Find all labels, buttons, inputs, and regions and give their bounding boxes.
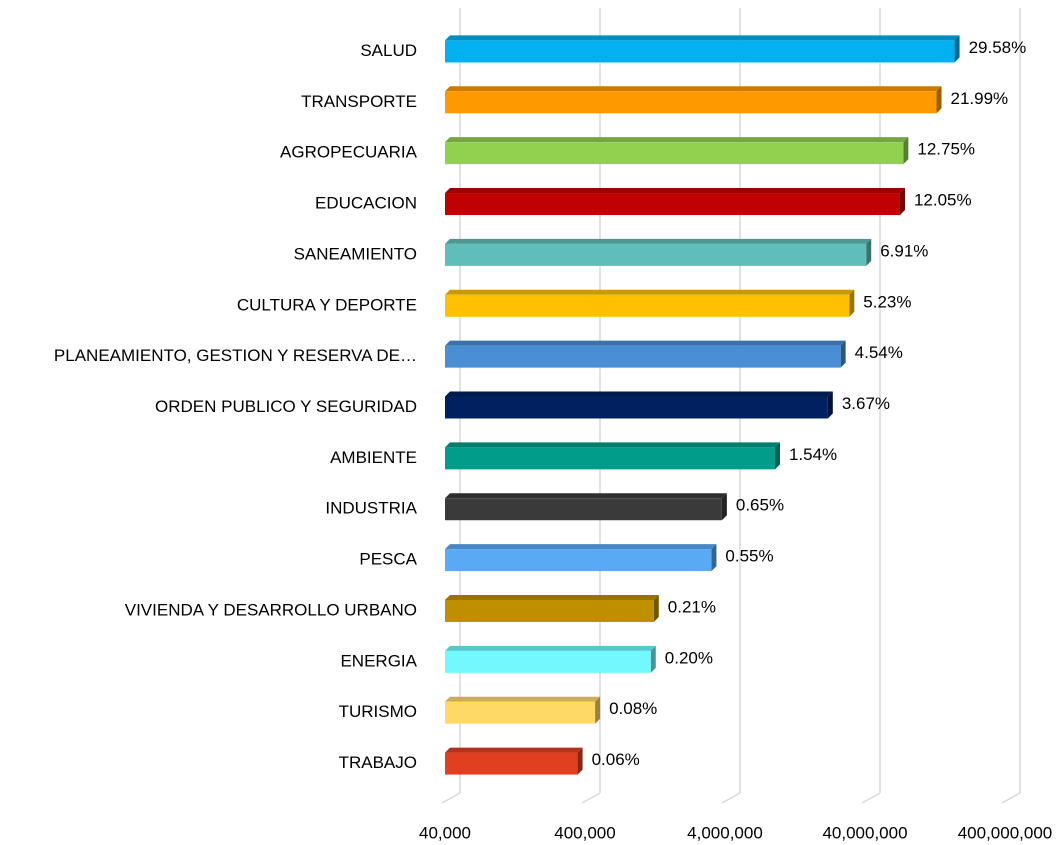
grid-line-floor [581,792,601,804]
bar [445,752,578,775]
data-label: 4.54% [855,343,903,362]
bar-side [840,340,846,368]
data-label: 12.05% [914,191,972,210]
data-label: 0.55% [725,547,773,566]
category-label: VIVIENDA Y DESARROLLO URBANO [125,600,417,619]
data-label: 12.75% [917,140,975,159]
category-label: PESCA [359,550,417,569]
bar-top [445,391,833,397]
data-label: 0.08% [609,699,657,718]
bar-side [711,544,717,572]
data-label: 3.67% [842,394,890,413]
bar-side [936,86,942,114]
bar-top [445,137,909,143]
bar [445,650,651,673]
bar-top [445,86,942,92]
category-label: PLANEAMIENTO, GESTION Y RESERVA DE… [54,346,417,365]
bar-side [577,747,583,775]
bar-side [774,442,780,470]
bar-side [595,696,601,724]
bar-top [445,696,601,702]
data-label: 6.91% [880,241,928,260]
category-label: TURISMO [339,702,417,721]
grid-line-floor [721,792,741,804]
bar [445,193,900,216]
bar [445,294,850,317]
x-tick-label: 4,000,000 [687,823,763,842]
bar-side [866,238,872,266]
bar-side [849,289,855,317]
bar [445,243,867,266]
bar-side [954,35,960,63]
bar-top [445,442,780,448]
x-tick-label: 400,000,000 [958,823,1053,842]
bar-top [445,238,872,244]
bar-top [445,35,960,41]
bar-top [445,645,656,651]
bar-side [650,645,656,673]
category-label: CULTURA Y DEPORTE [237,295,417,314]
bar [445,396,828,419]
bar-top [445,747,583,753]
bar [445,142,904,165]
data-label: 0.21% [668,597,716,616]
category-label: TRANSPORTE [301,92,417,111]
category-label: INDUSTRIA [325,499,417,518]
bar [445,599,654,622]
bar-top [445,493,727,499]
bar-top [445,340,846,346]
data-label: 1.54% [789,445,837,464]
data-label: 21.99% [951,89,1009,108]
grid-line-floor [861,792,881,804]
bar-side [903,137,909,165]
category-label: ENERGIA [340,651,417,670]
bar [445,40,955,63]
x-tick-label: 40,000,000 [822,823,907,842]
bar [445,447,775,470]
category-label: TRABAJO [339,753,417,772]
bar [445,91,937,114]
category-label: AMBIENTE [330,448,417,467]
category-label: ORDEN PUBLICO Y SEGURIDAD [155,397,417,416]
bar [445,498,722,521]
x-tick-label: 40,000 [419,823,471,842]
grid-line-floor [441,792,461,804]
data-label: 29.58% [969,38,1027,57]
bar-side [827,391,833,419]
x-tick-label: 400,000 [554,823,615,842]
bar-top [445,289,855,295]
category-label: SALUD [360,41,417,60]
bar [445,701,596,724]
bar-side [653,594,659,622]
category-label: SANEAMIENTO [294,244,417,263]
category-label: EDUCACION [315,194,417,213]
grid-line-floor [1001,792,1021,804]
data-label: 5.23% [863,292,911,311]
data-label: 0.65% [736,496,784,515]
category-label: AGROPECUARIA [280,143,418,162]
data-label: 0.06% [592,750,640,769]
bar-side [899,188,905,216]
bar-top [445,188,905,194]
bar-top [445,544,717,550]
bar-top [445,594,659,600]
bar [445,345,841,368]
bar [445,549,712,572]
data-label: 0.20% [665,648,713,667]
bar-side [721,493,727,521]
